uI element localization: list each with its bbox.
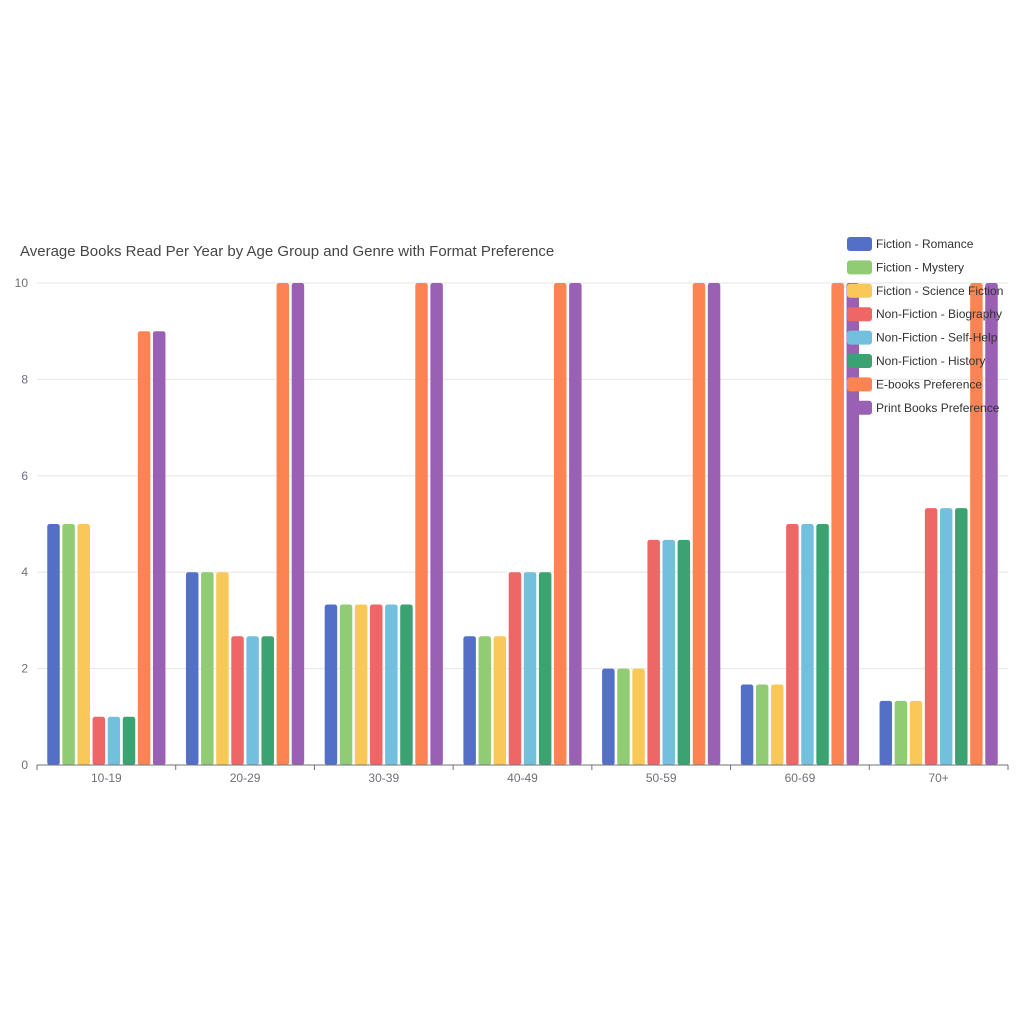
bar[interactable] — [185, 572, 199, 765]
x-tick-label: 60-69 — [785, 771, 816, 785]
bar[interactable] — [816, 524, 829, 765]
legend-item[interactable]: Print Books Preference — [847, 400, 1000, 415]
y-tick-label: 10 — [15, 276, 29, 290]
legend-swatch — [847, 400, 872, 415]
x-tick-label: 50-59 — [646, 771, 677, 785]
bar[interactable] — [662, 539, 676, 765]
y-tick-label: 2 — [21, 662, 28, 676]
legend-item[interactable]: Non-Fiction - History — [847, 354, 985, 368]
bar[interactable] — [216, 572, 229, 765]
x-tick-label: 10-19 — [91, 771, 122, 785]
bar[interactable] — [152, 331, 166, 765]
bar[interactable] — [77, 524, 90, 765]
bar[interactable] — [677, 539, 691, 765]
x-axis: 10-19 20-29 30-39 40-49 50-59 60-69 70+ — [36, 764, 1009, 785]
bar[interactable] — [569, 283, 582, 765]
bar[interactable] — [692, 283, 706, 765]
legend-swatch — [847, 237, 872, 251]
bar[interactable] — [276, 283, 290, 765]
legend-swatch — [847, 330, 872, 345]
legend-label: E-books Preference — [876, 377, 982, 391]
bar[interactable] — [415, 283, 428, 765]
bar[interactable] — [369, 604, 383, 765]
bar[interactable] — [137, 331, 151, 765]
legend-item[interactable]: Non-Fiction - Biography — [847, 307, 1002, 322]
bar[interactable] — [755, 684, 769, 765]
legend-swatch — [847, 283, 872, 298]
bar[interactable] — [647, 539, 660, 765]
bar[interactable] — [122, 716, 136, 765]
bar[interactable] — [924, 508, 938, 765]
y-tick-label: 6 — [21, 469, 28, 483]
bar[interactable] — [385, 604, 398, 765]
grid-lines — [37, 282, 1008, 670]
bar[interactable] — [523, 572, 537, 765]
legend-swatch — [847, 377, 872, 392]
bar[interactable] — [939, 508, 953, 765]
bars — [47, 283, 998, 765]
legend[interactable]: Fiction - Romance Fiction - Mystery Fictio… — [847, 237, 1003, 415]
bar[interactable] — [909, 700, 923, 765]
bar[interactable] — [879, 700, 893, 765]
bar[interactable] — [463, 636, 476, 765]
x-tick-label: 20-29 — [230, 771, 261, 785]
bar[interactable] — [493, 636, 507, 765]
bar[interactable] — [786, 524, 799, 765]
bar[interactable] — [831, 283, 844, 765]
bar[interactable] — [617, 668, 630, 765]
legend-label: Print Books Preference — [876, 401, 1000, 415]
legend-item[interactable]: Fiction - Romance — [847, 237, 974, 251]
bar[interactable] — [508, 572, 522, 765]
bar[interactable] — [707, 283, 721, 765]
legend-item[interactable]: Fiction - Science Fiction — [847, 283, 1003, 298]
y-tick-label: 4 — [21, 565, 28, 579]
chart-title: Average Books Read Per Year by Age Group… — [20, 243, 554, 260]
bar[interactable] — [261, 636, 274, 765]
bar[interactable] — [324, 604, 338, 765]
bar[interactable] — [47, 524, 60, 765]
bar[interactable] — [354, 604, 368, 765]
legend-swatch — [847, 354, 872, 368]
legend-item[interactable]: E-books Preference — [847, 377, 982, 392]
y-tick-label: 8 — [21, 372, 28, 386]
bar[interactable] — [291, 283, 305, 765]
bar[interactable] — [894, 700, 908, 765]
legend-label: Fiction - Mystery — [876, 260, 964, 274]
bar[interactable] — [62, 524, 75, 765]
bar[interactable] — [201, 572, 214, 765]
bar[interactable] — [246, 636, 259, 765]
bar[interactable] — [339, 604, 353, 765]
x-tick-label: 70+ — [928, 771, 948, 785]
bar[interactable] — [740, 684, 754, 765]
legend-label: Fiction - Romance — [876, 237, 974, 251]
legend-label: Fiction - Science Fiction — [876, 284, 1003, 298]
bar[interactable] — [430, 283, 443, 765]
bar[interactable] — [92, 716, 106, 765]
bar[interactable] — [107, 716, 121, 765]
legend-label: Non-Fiction - History — [876, 354, 985, 368]
bar[interactable] — [801, 524, 814, 765]
bar[interactable] — [970, 283, 983, 765]
bar[interactable] — [538, 572, 552, 765]
bar[interactable] — [400, 604, 413, 765]
legend-swatch — [847, 307, 872, 322]
y-axis: 0 2 4 6 8 10 — [15, 276, 29, 772]
bar[interactable] — [231, 636, 244, 765]
legend-label: Non-Fiction - Biography — [876, 307, 1002, 321]
x-tick-label: 30-39 — [368, 771, 399, 785]
x-tick-label: 40-49 — [507, 771, 538, 785]
legend-label: Non-Fiction - Self-Help — [876, 331, 998, 345]
legend-swatch — [847, 260, 872, 275]
bar[interactable] — [985, 283, 998, 765]
bar[interactable] — [602, 668, 615, 765]
bar[interactable] — [955, 508, 968, 765]
legend-item[interactable]: Non-Fiction - Self-Help — [847, 330, 998, 345]
y-tick-label: 0 — [21, 758, 28, 772]
legend-item[interactable]: Fiction - Mystery — [847, 260, 964, 275]
bar[interactable] — [554, 283, 567, 765]
bar[interactable] — [632, 668, 645, 765]
bar[interactable] — [478, 636, 492, 765]
bar[interactable] — [771, 684, 784, 765]
